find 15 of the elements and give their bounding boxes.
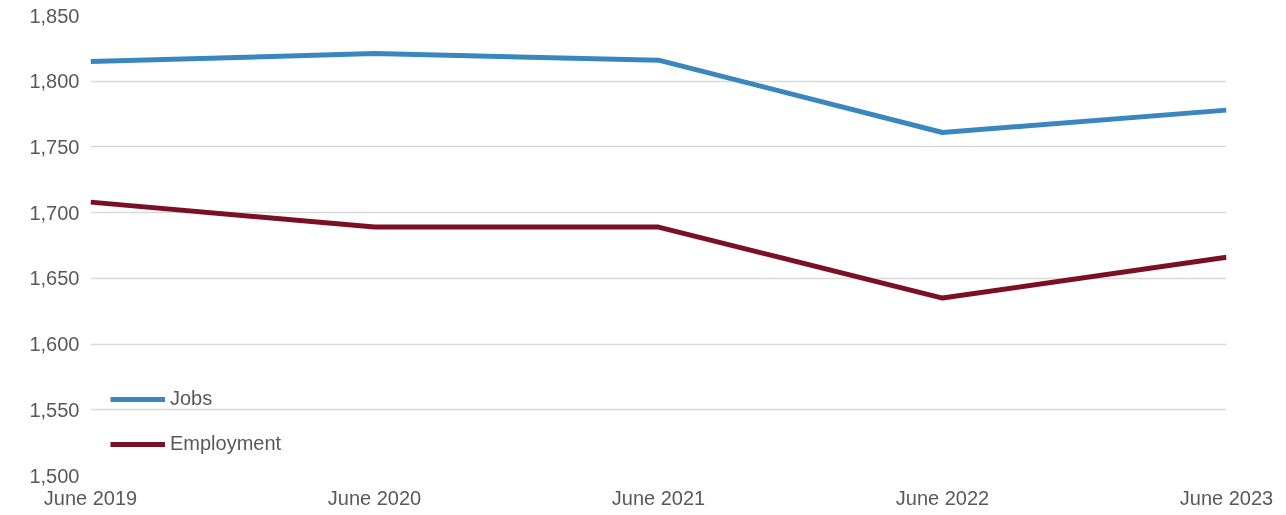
y-tick-label: 1,600 bbox=[29, 333, 80, 356]
y-tick-label: 1,800 bbox=[29, 70, 80, 93]
y-tick-label: 1,500 bbox=[29, 464, 80, 487]
x-tick-label: June 2022 bbox=[895, 486, 990, 509]
x-tick-label: June 2023 bbox=[1179, 486, 1274, 509]
y-tick-label: 1,550 bbox=[29, 398, 80, 421]
y-tick-label: 1,650 bbox=[29, 267, 80, 290]
y-tick-label: 1,700 bbox=[29, 201, 80, 224]
x-tick-label: June 2021 bbox=[611, 486, 706, 509]
legend-label: Jobs bbox=[170, 387, 213, 410]
y-tick-label: 1,850 bbox=[29, 4, 80, 27]
x-tick-label: June 2019 bbox=[43, 486, 138, 509]
y-tick-label: 1,750 bbox=[29, 135, 80, 158]
legend-label: Employment bbox=[170, 432, 282, 455]
x-tick-label: June 2020 bbox=[327, 486, 422, 509]
